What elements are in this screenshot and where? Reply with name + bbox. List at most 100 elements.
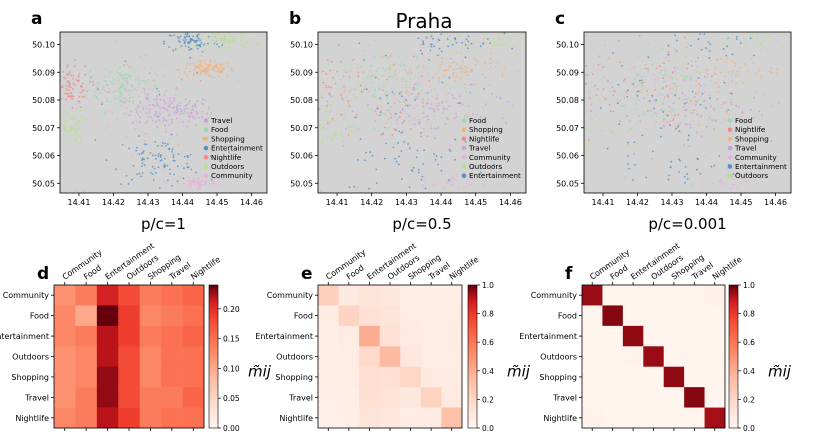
colorbar-segment — [209, 344, 218, 348]
map-point-community — [196, 187, 199, 190]
map-point-community — [636, 122, 639, 125]
map-point-food — [397, 91, 399, 93]
map-frame — [59, 31, 268, 194]
heatmap-cell — [318, 407, 339, 429]
map-point-outdoors — [725, 42, 727, 45]
map-point-shopping — [511, 104, 514, 107]
heatmap-cell — [663, 387, 685, 408]
map-point-entertainment — [731, 53, 734, 56]
map-point-food — [623, 104, 625, 107]
map-point-travel — [401, 109, 404, 112]
map-point-entertainment — [430, 45, 433, 48]
map-point-entertainment — [158, 93, 161, 96]
map-point-outdoors — [728, 57, 730, 60]
map-point-entertainment — [441, 81, 444, 84]
map-point-entertainment — [421, 175, 424, 178]
map-point-shopping — [384, 91, 387, 93]
colorbar-segment — [209, 411, 218, 415]
map-point-food — [684, 98, 686, 101]
map-point-community — [147, 104, 150, 107]
colorbar-segment — [209, 315, 218, 319]
heatmap-cell — [96, 285, 119, 306]
map-point-food — [143, 89, 146, 92]
map-point-shopping — [435, 72, 438, 75]
colorbar-segment — [468, 335, 477, 338]
colorbar-segment — [209, 306, 218, 310]
map-point-travel — [128, 114, 131, 117]
map-point-travel — [191, 116, 194, 118]
map-point-outdoors — [195, 45, 198, 47]
map-point-community — [431, 76, 434, 79]
map-point-travel — [675, 85, 678, 87]
map-point-shopping — [633, 66, 636, 68]
heatmap-cell — [441, 285, 463, 306]
map-point-travel — [155, 120, 158, 122]
map-point-entertainment — [628, 167, 631, 170]
map-point-nightlife — [330, 86, 332, 89]
map-point-food — [128, 97, 131, 100]
map-point-shopping — [735, 74, 737, 77]
map-point-food — [95, 86, 98, 89]
map-point-entertainment — [735, 36, 738, 38]
map-point-nightlife — [79, 91, 82, 94]
map-point-travel — [187, 102, 190, 105]
colorbar-segment — [729, 299, 738, 303]
map-point-nightlife — [68, 84, 71, 87]
map-point-entertainment — [168, 148, 171, 151]
map-point-outdoors — [729, 38, 732, 41]
map-point-entertainment — [418, 169, 420, 171]
colorbar-segment — [468, 318, 477, 322]
map-point-travel — [422, 98, 424, 101]
heatmap-cell — [400, 285, 422, 306]
map-point-community — [659, 122, 662, 124]
colorbar-segment — [729, 330, 738, 334]
map-point-outdoors — [630, 97, 633, 99]
map-point-food — [687, 42, 689, 44]
map-point-nightlife — [339, 93, 342, 96]
map-point-shopping — [178, 76, 181, 79]
map-point-nightlife — [81, 90, 84, 92]
map-point-food — [109, 70, 112, 73]
map-point-food — [154, 72, 157, 75]
map-point-travel — [187, 120, 190, 123]
map-point-food — [372, 94, 374, 97]
legend-marker-nightlife — [727, 127, 733, 132]
map-point-food — [627, 143, 630, 146]
map-point-food — [415, 66, 418, 69]
heatmap-cell — [643, 285, 665, 306]
map-point-food — [131, 83, 134, 86]
map-point-food — [637, 99, 640, 102]
map-point-entertainment — [369, 151, 372, 154]
map-point-shopping — [470, 70, 473, 73]
map-point-outdoors — [382, 81, 385, 84]
map-point-entertainment — [464, 141, 467, 143]
map-point-community — [367, 90, 370, 93]
colorbar-segment — [209, 335, 218, 338]
colorbar-segment — [468, 373, 477, 376]
map-point-community — [438, 104, 441, 106]
map-point-shopping — [475, 58, 477, 61]
map-point-entertainment — [420, 131, 422, 134]
colorbar-segment — [209, 413, 218, 417]
map-point-travel — [461, 103, 464, 106]
colorbar-label: m̃ij — [248, 363, 272, 381]
colorbar-segment — [729, 356, 738, 360]
map-point-entertainment — [687, 138, 689, 141]
map-point-travel — [692, 112, 694, 115]
map-point-food — [144, 96, 147, 99]
map-point-nightlife — [175, 87, 178, 89]
map-point-entertainment — [638, 79, 641, 82]
map-point-entertainment — [705, 47, 708, 50]
map-point-entertainment — [157, 166, 160, 169]
map-point-entertainment — [159, 159, 162, 162]
map-point-entertainment — [357, 159, 359, 161]
map-point-community — [450, 177, 453, 180]
map-point-entertainment — [412, 166, 415, 169]
map-point-community — [380, 106, 383, 109]
map-point-food — [644, 113, 646, 116]
map-point-outdoors — [356, 131, 358, 134]
map-point-food — [402, 63, 405, 66]
map-point-outdoors — [430, 124, 432, 127]
map-point-travel — [396, 119, 398, 121]
map-point-outdoors — [780, 33, 783, 36]
